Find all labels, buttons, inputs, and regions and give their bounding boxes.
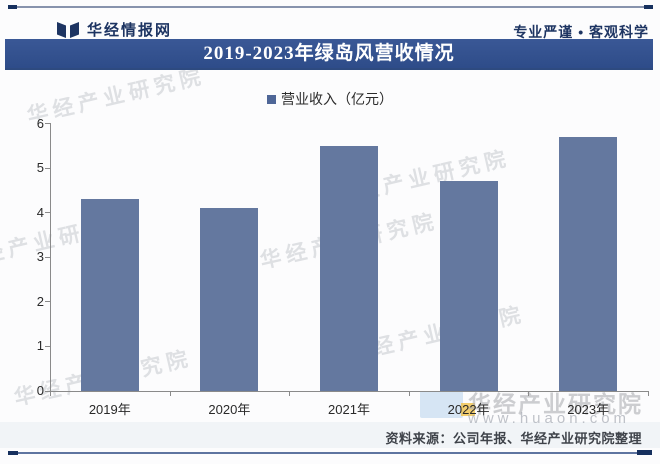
bar-2020年 <box>200 208 259 391</box>
watermark-brand: 华经产业研究院 <box>468 391 643 417</box>
bar-2021年 <box>320 145 378 391</box>
chart-title: 2019-2023年绿岛风营收情况 <box>203 43 455 64</box>
y-axis-tick <box>45 212 50 214</box>
y-axis-tick <box>45 390 50 392</box>
y-axis-line <box>50 123 51 392</box>
y-axis-tick-label: 6 <box>36 115 44 131</box>
top-rule-left-dash <box>8 5 17 9</box>
x-axis-tick <box>408 391 410 396</box>
bottom-rule <box>8 452 652 454</box>
header-slogan: 专业严谨 • 客观科学 <box>513 24 649 40</box>
bar-2022年 <box>439 181 498 391</box>
x-axis-tick <box>50 391 51 396</box>
title-bar: 2019-2023年绿岛风营收情况 <box>5 39 653 70</box>
header-brand: 华经情报网 <box>56 19 172 40</box>
footer-source: 资料来源：公司年报、华经产业研究院整理 <box>385 431 642 446</box>
y-axis-tick-label: 5 <box>36 160 44 176</box>
x-axis-label: 2020年 <box>208 402 251 417</box>
huajing-logo-icon <box>56 20 80 39</box>
bottom-rule-left-dash <box>8 451 18 455</box>
top-rule <box>8 6 652 8</box>
bottom-rule-right-dash <box>637 450 652 455</box>
x-axis-label: 2022年 <box>447 402 490 417</box>
watermark-logo-block-blue <box>420 391 463 418</box>
y-axis-tick <box>45 167 50 169</box>
y-axis-tick <box>45 256 50 258</box>
bar-2019年 <box>80 199 139 391</box>
y-axis-tick <box>45 123 50 124</box>
x-axis-label: 2023年 <box>567 402 610 417</box>
x-axis-label: 2021年 <box>328 402 370 417</box>
x-axis-tick <box>169 391 171 396</box>
legend-label: 营业收入（亿元） <box>281 91 393 107</box>
watermark-url: www.huaon.com <box>468 410 631 427</box>
brand-name: 华经情报网 <box>87 22 173 39</box>
x-axis-tick <box>528 391 530 396</box>
y-axis-tick-label: 1 <box>36 338 44 354</box>
y-axis-tick-label: 4 <box>36 204 44 220</box>
y-axis-tick <box>45 345 50 347</box>
y-axis-tick-label: 0 <box>36 383 44 398</box>
x-axis-tick <box>289 391 291 396</box>
y-axis-tick-label: 3 <box>36 249 44 265</box>
x-axis-line <box>50 391 649 392</box>
legend-marker-icon <box>267 94 276 104</box>
top-rule-right-dash <box>644 5 653 9</box>
y-axis-tick-label: 2 <box>36 293 44 309</box>
x-axis-label: 2019年 <box>88 402 131 417</box>
watermark-logo-block-yellow <box>461 403 475 416</box>
footer-band <box>0 422 660 448</box>
chart-legend: 营业收入（亿元） <box>0 89 660 109</box>
x-axis-tick <box>648 391 649 396</box>
y-axis-tick <box>45 301 50 303</box>
bar-2023年 <box>559 136 618 391</box>
